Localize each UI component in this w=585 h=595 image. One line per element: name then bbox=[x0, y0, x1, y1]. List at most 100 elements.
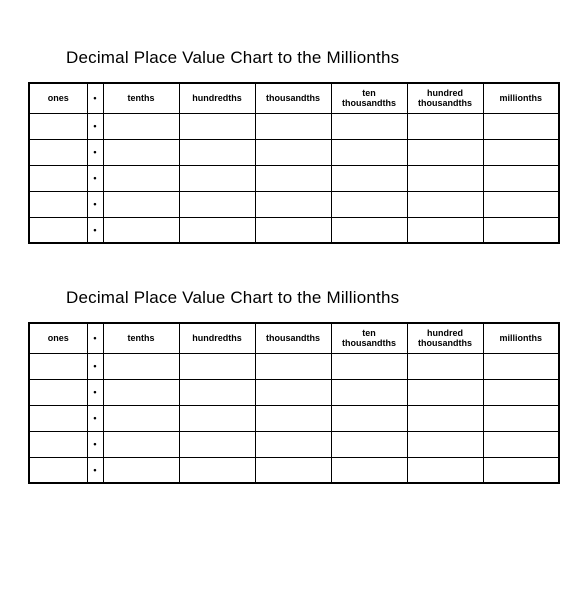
value-cell bbox=[179, 191, 255, 217]
value-cell bbox=[483, 191, 559, 217]
value-cell bbox=[255, 457, 331, 483]
value-cell bbox=[29, 457, 87, 483]
value-cell bbox=[331, 379, 407, 405]
value-cell bbox=[483, 353, 559, 379]
value-cell bbox=[255, 165, 331, 191]
decimal-point-cell: • bbox=[87, 165, 103, 191]
value-cell bbox=[255, 139, 331, 165]
decimal-point-cell: • bbox=[87, 113, 103, 139]
place-value-chart: Decimal Place Value Chart to the Million… bbox=[28, 288, 557, 484]
table-row: • bbox=[29, 405, 559, 431]
column-header: • bbox=[87, 323, 103, 353]
table-row: • bbox=[29, 353, 559, 379]
value-cell bbox=[255, 431, 331, 457]
place-value-chart: Decimal Place Value Chart to the Million… bbox=[28, 48, 557, 244]
value-cell bbox=[29, 217, 87, 243]
value-cell bbox=[29, 191, 87, 217]
value-cell bbox=[103, 379, 179, 405]
value-cell bbox=[331, 405, 407, 431]
value-cell bbox=[29, 113, 87, 139]
value-cell bbox=[483, 379, 559, 405]
chart-title: Decimal Place Value Chart to the Million… bbox=[66, 288, 557, 308]
table-header-row: ones•tenthshundredthsthousandthstenthous… bbox=[29, 83, 559, 113]
value-cell bbox=[407, 139, 483, 165]
value-cell bbox=[29, 139, 87, 165]
table-row: • bbox=[29, 191, 559, 217]
table-row: • bbox=[29, 139, 559, 165]
value-cell bbox=[483, 165, 559, 191]
decimal-point-cell: • bbox=[87, 379, 103, 405]
value-cell bbox=[255, 379, 331, 405]
value-cell bbox=[29, 405, 87, 431]
value-cell bbox=[483, 405, 559, 431]
column-header: tenthousandths bbox=[331, 83, 407, 113]
value-cell bbox=[331, 165, 407, 191]
value-cell bbox=[179, 457, 255, 483]
value-cell bbox=[255, 191, 331, 217]
value-cell bbox=[255, 353, 331, 379]
value-cell bbox=[407, 165, 483, 191]
decimal-point-cell: • bbox=[87, 353, 103, 379]
value-cell bbox=[179, 405, 255, 431]
value-cell bbox=[179, 113, 255, 139]
value-cell bbox=[483, 139, 559, 165]
value-cell bbox=[179, 431, 255, 457]
value-cell bbox=[407, 353, 483, 379]
value-cell bbox=[179, 353, 255, 379]
value-cell bbox=[331, 139, 407, 165]
value-cell bbox=[331, 113, 407, 139]
column-header: millionths bbox=[483, 323, 559, 353]
value-cell bbox=[29, 165, 87, 191]
value-cell bbox=[483, 217, 559, 243]
value-cell bbox=[103, 191, 179, 217]
value-cell bbox=[407, 431, 483, 457]
value-cell bbox=[255, 405, 331, 431]
decimal-point-cell: • bbox=[87, 191, 103, 217]
value-cell bbox=[331, 457, 407, 483]
value-cell bbox=[331, 353, 407, 379]
value-cell bbox=[407, 379, 483, 405]
column-header: hundredthousandths bbox=[407, 323, 483, 353]
value-cell bbox=[331, 431, 407, 457]
value-cell bbox=[483, 431, 559, 457]
column-header: hundredths bbox=[179, 83, 255, 113]
value-cell bbox=[331, 191, 407, 217]
column-header: • bbox=[87, 83, 103, 113]
decimal-point-cell: • bbox=[87, 457, 103, 483]
table-row: • bbox=[29, 113, 559, 139]
column-header: tenths bbox=[103, 323, 179, 353]
column-header: hundredths bbox=[179, 323, 255, 353]
table-row: • bbox=[29, 431, 559, 457]
value-cell bbox=[179, 165, 255, 191]
value-cell bbox=[483, 457, 559, 483]
value-cell bbox=[179, 139, 255, 165]
value-cell bbox=[29, 379, 87, 405]
value-cell bbox=[407, 191, 483, 217]
column-header: ones bbox=[29, 323, 87, 353]
value-cell bbox=[407, 457, 483, 483]
chart-title: Decimal Place Value Chart to the Million… bbox=[66, 48, 557, 68]
table-header-row: ones•tenthshundredthsthousandthstenthous… bbox=[29, 323, 559, 353]
value-cell bbox=[103, 353, 179, 379]
column-header: hundredthousandths bbox=[407, 83, 483, 113]
table-row: • bbox=[29, 217, 559, 243]
value-cell bbox=[407, 217, 483, 243]
value-cell bbox=[407, 405, 483, 431]
column-header: thousandths bbox=[255, 323, 331, 353]
value-cell bbox=[29, 431, 87, 457]
column-header: ones bbox=[29, 83, 87, 113]
column-header: tenthousandths bbox=[331, 323, 407, 353]
value-cell bbox=[255, 217, 331, 243]
place-value-table: ones•tenthshundredthsthousandthstenthous… bbox=[28, 82, 560, 244]
decimal-point-cell: • bbox=[87, 405, 103, 431]
table-row: • bbox=[29, 457, 559, 483]
value-cell bbox=[255, 113, 331, 139]
value-cell bbox=[483, 113, 559, 139]
column-header: tenths bbox=[103, 83, 179, 113]
column-header: thousandths bbox=[255, 83, 331, 113]
place-value-table: ones•tenthshundredthsthousandthstenthous… bbox=[28, 322, 560, 484]
value-cell bbox=[103, 139, 179, 165]
value-cell bbox=[103, 165, 179, 191]
column-header: millionths bbox=[483, 83, 559, 113]
value-cell bbox=[103, 457, 179, 483]
